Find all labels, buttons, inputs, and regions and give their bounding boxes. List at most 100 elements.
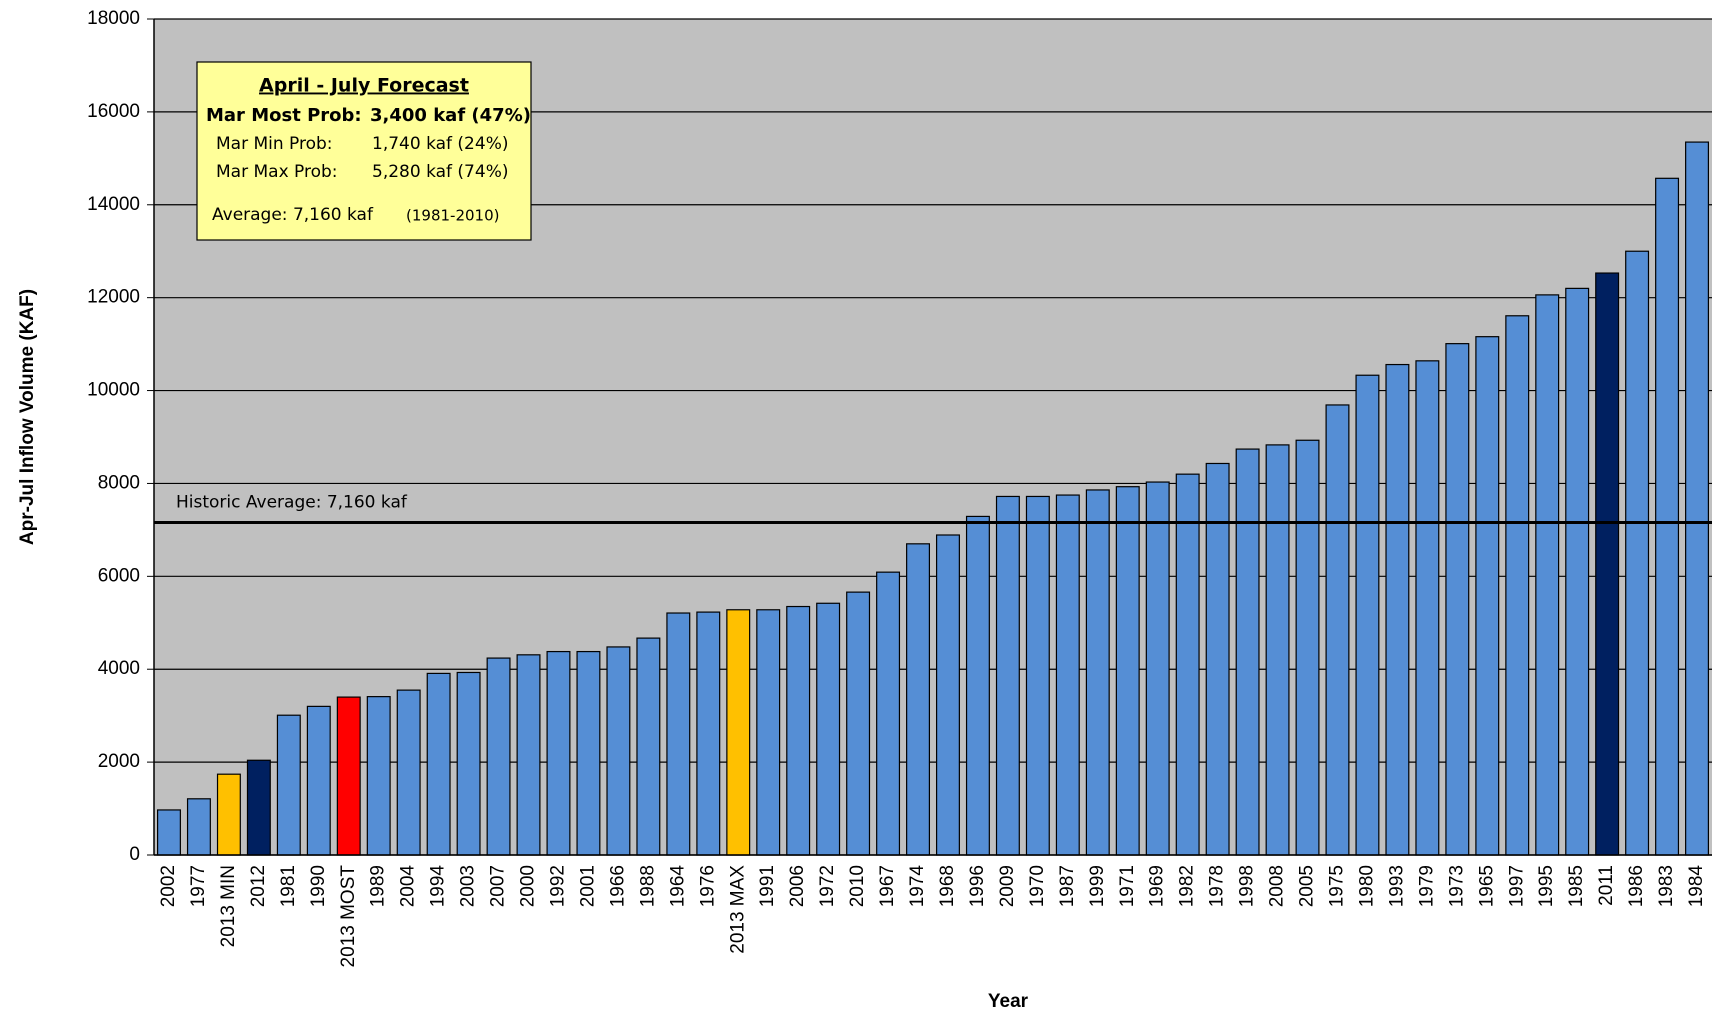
- bar: [1025, 495, 1050, 856]
- x-tick-label: 1982: [1177, 865, 1198, 907]
- x-tick-label: 2003: [458, 865, 479, 907]
- y-tick-label: 14000: [87, 194, 140, 215]
- x-tick-label: 1967: [877, 865, 898, 907]
- x-tick-label: 2005: [1297, 865, 1318, 907]
- x-tick-label: 1998: [1237, 865, 1258, 907]
- bar: [426, 672, 451, 856]
- x-tick-label: 1980: [1356, 865, 1377, 907]
- bar: [396, 689, 421, 856]
- bar: [726, 609, 751, 856]
- x-tick-label: 2012: [248, 865, 269, 907]
- bar: [1625, 250, 1650, 856]
- bar: [816, 602, 841, 856]
- box-value: 5,280 kaf (74%): [372, 162, 508, 182]
- bar: [876, 571, 901, 856]
- bar: [276, 714, 301, 856]
- bar: [1055, 494, 1080, 856]
- bar: [606, 646, 631, 856]
- bar: [636, 637, 661, 856]
- x-tick-label: 1965: [1476, 865, 1497, 907]
- bar: [366, 696, 391, 856]
- bar: [246, 759, 271, 856]
- y-tick-label: 6000: [98, 565, 140, 586]
- bar: [995, 495, 1020, 856]
- box-value: 3,400 kaf (47%): [370, 105, 531, 126]
- bar: [216, 773, 241, 856]
- bar: [906, 543, 931, 856]
- x-tick-label: 2009: [997, 865, 1018, 907]
- x-tick-label: 2007: [488, 865, 509, 907]
- x-tick-label: 1969: [1147, 865, 1168, 907]
- x-tick-label: 1978: [1207, 865, 1228, 907]
- bar: [696, 611, 721, 856]
- box-frame: [196, 61, 532, 241]
- bar: [456, 671, 481, 856]
- x-tick-label: 1984: [1686, 865, 1707, 908]
- box-value: 1,740 kaf (24%): [372, 134, 508, 154]
- x-tick-label: 1996: [967, 865, 988, 907]
- bar: [306, 705, 331, 856]
- bar: [186, 798, 211, 856]
- bar: [935, 534, 960, 856]
- bar: [846, 591, 871, 856]
- y-tick-label: 2000: [98, 751, 140, 772]
- bar: [1535, 294, 1560, 856]
- box-label: Mar Min Prob:: [216, 134, 333, 154]
- box-label: Mar Max Prob:: [216, 162, 338, 182]
- x-tick-label: 1992: [547, 865, 568, 907]
- x-tick-label: 2013 MOST: [338, 865, 359, 968]
- bar: [516, 654, 541, 856]
- y-tick-label: 0: [129, 844, 140, 865]
- bar: [965, 515, 990, 856]
- y-tick-label: 4000: [98, 658, 140, 679]
- x-tick-label: 2002: [158, 865, 179, 907]
- y-tick-label: 8000: [98, 472, 140, 493]
- x-tick-label: 1976: [697, 865, 718, 907]
- y-axis-title: Apr-Jul Inflow Volume (KAF): [17, 289, 38, 545]
- x-tick-label: 1971: [1117, 865, 1138, 907]
- x-tick-label: 1986: [1626, 865, 1647, 907]
- bar: [756, 609, 781, 856]
- box-average: Average: 7,160 kaf: [212, 205, 374, 225]
- y-tick-label: 10000: [87, 380, 140, 401]
- x-tick-label: 1975: [1326, 865, 1347, 907]
- bar: [1415, 360, 1440, 856]
- bar: [1355, 374, 1380, 856]
- bar: [1265, 444, 1290, 856]
- bar: [1505, 315, 1530, 856]
- x-tick-label: 1972: [817, 865, 838, 907]
- x-tick-label: 1999: [1087, 865, 1108, 907]
- x-tick-label: 2008: [1267, 865, 1288, 907]
- bar: [1655, 177, 1680, 856]
- x-tick-label: 2011: [1596, 865, 1617, 906]
- bar: [1085, 489, 1110, 856]
- bar: [1295, 439, 1320, 856]
- x-tick-label: 2010: [847, 865, 868, 907]
- x-tick-label: 1989: [368, 865, 389, 907]
- bar: [576, 650, 601, 856]
- x-tick-label: 1970: [1027, 865, 1048, 907]
- x-tick-label: 1997: [1506, 865, 1527, 907]
- box-label: Mar Most Prob:: [206, 105, 362, 126]
- x-tick-label: 1985: [1566, 865, 1587, 907]
- average-label: Historic Average: 7,160 kaf: [176, 492, 408, 512]
- bar: [1325, 404, 1350, 856]
- x-axis-title: Year: [988, 991, 1029, 1012]
- x-tick-label: 1977: [188, 865, 209, 907]
- bar: [1565, 287, 1590, 856]
- bar: [1145, 481, 1170, 856]
- x-tick-label: 1974: [907, 865, 928, 908]
- bar: [1115, 486, 1140, 856]
- x-tick-label: 2004: [398, 865, 419, 908]
- bar: [1475, 336, 1500, 856]
- bar: [546, 650, 571, 856]
- bar: [1235, 448, 1260, 856]
- x-tick-label: 1968: [937, 865, 958, 907]
- bar: [1385, 363, 1410, 856]
- x-tick-label: 1990: [308, 865, 329, 907]
- bar: [156, 809, 181, 856]
- bar: [1595, 272, 1620, 856]
- x-tick-label: 1964: [667, 865, 688, 908]
- x-tick-label: 1966: [607, 865, 628, 907]
